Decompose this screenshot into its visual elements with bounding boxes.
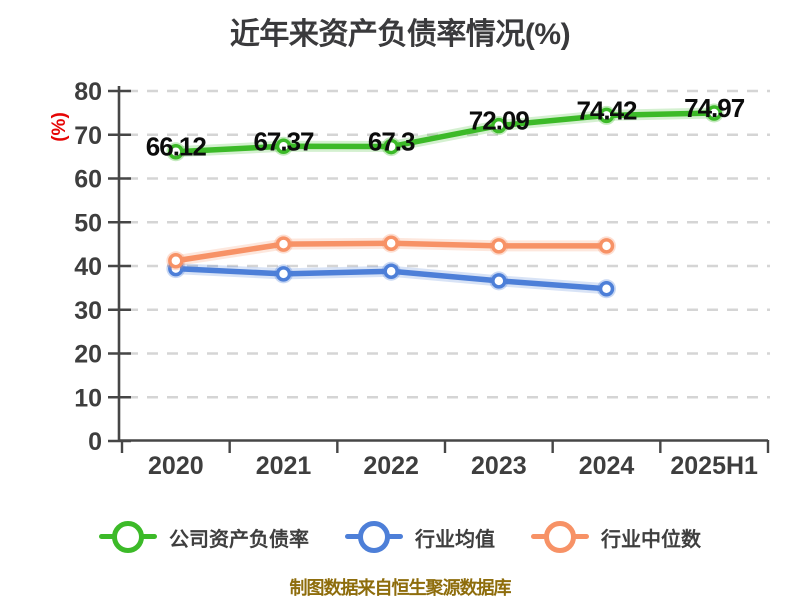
legend-circle: [544, 521, 576, 553]
data-point[interactable]: [383, 138, 399, 155]
x-tick-label: 2025H1: [670, 452, 758, 480]
y-tick-label: 60: [74, 166, 102, 194]
data-point[interactable]: [168, 253, 184, 269]
chart-title: 近年来资产负债率情况(%): [229, 18, 571, 51]
x-tick-label: 2022: [363, 452, 419, 480]
y-tick-label: 20: [74, 341, 102, 369]
x-tick-label: 2023: [471, 452, 527, 480]
data-point[interactable]: [706, 105, 722, 121]
data-point[interactable]: [275, 236, 292, 252]
y-tick-label: 0: [88, 428, 102, 456]
data-label: 72.09: [469, 106, 530, 136]
data-point[interactable]: [383, 263, 399, 279]
data-point[interactable]: [275, 138, 292, 155]
y-tick-label: 40: [74, 253, 102, 281]
x-tick-label: 2020: [148, 452, 204, 480]
legend-marker: [345, 521, 403, 553]
legend-marker: [531, 521, 589, 553]
data-point[interactable]: [598, 281, 615, 297]
y-tick-label: 70: [74, 122, 102, 150]
data-point[interactable]: [598, 238, 615, 254]
data-point[interactable]: [598, 107, 615, 124]
series-line-0: [173, 110, 717, 155]
legend-item-2[interactable]: 行业中位数: [531, 521, 701, 553]
chart-legend: 公司资产负债率 行业均值 行业中位数: [0, 517, 800, 557]
data-source-note: 制图数据来自恒生聚源数据库: [289, 578, 512, 598]
legend-circle: [358, 521, 390, 553]
y-tick-label: 10: [74, 384, 102, 412]
y-tick-label: 80: [74, 78, 102, 106]
data-point[interactable]: [168, 143, 184, 160]
data-point[interactable]: [275, 266, 292, 282]
x-tick-label: 2024: [579, 452, 635, 480]
y-tick-label: 50: [74, 209, 102, 237]
data-point[interactable]: [491, 117, 507, 134]
y-tick-label: 30: [74, 297, 102, 325]
data-label: 67.3: [368, 127, 415, 157]
legend-item-0[interactable]: 公司资产负债率: [99, 521, 309, 553]
data-label: 74.42: [576, 95, 637, 125]
legend-label: 行业均值: [415, 528, 495, 551]
data-point[interactable]: [383, 235, 399, 251]
legend-circle: [112, 521, 144, 553]
data-point[interactable]: [491, 273, 507, 289]
chart-canvas: 0 10 20 30 40 50 60 70 80 2020 2021 2022 2023 2024 202…: [74, 78, 770, 480]
legend-item-1[interactable]: 行业均值: [345, 521, 495, 553]
data-label: 74.97: [684, 93, 745, 123]
legend-label: 公司资产负债率: [169, 528, 309, 551]
x-tick-label: 2021: [256, 452, 312, 480]
data-label: 66.12: [146, 132, 207, 162]
legend-label: 行业中位数: [601, 528, 701, 551]
legend-marker: [99, 521, 157, 553]
data-label: 67.37: [253, 126, 314, 156]
data-point[interactable]: [491, 238, 507, 254]
